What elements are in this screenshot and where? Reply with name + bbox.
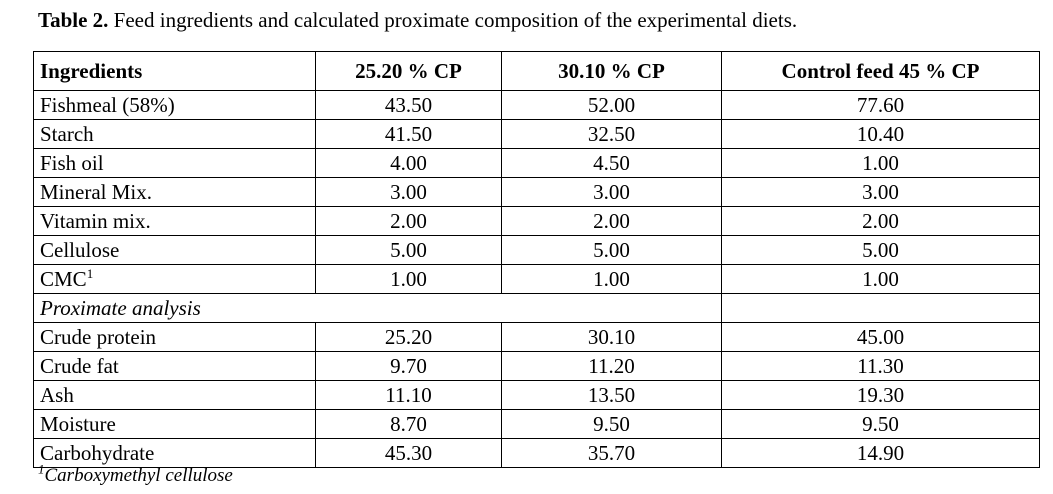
- table-row: CMC1 1.00 1.00 1.00: [33, 264, 1040, 294]
- section-spacer: [721, 293, 1040, 323]
- ingredient-name: Fish oil: [33, 148, 316, 178]
- table-cell: 14.90: [721, 438, 1040, 468]
- analysis-name: Crude fat: [33, 351, 316, 381]
- analysis-name: Carbohydrate: [33, 438, 316, 468]
- table-cell: 41.50: [315, 119, 502, 149]
- table-footnote: 1Carboxymethyl cellulose: [38, 461, 233, 488]
- table-cell: 3.00: [721, 177, 1040, 207]
- analysis-name: Ash: [33, 380, 316, 410]
- table-cell: 5.00: [501, 235, 722, 265]
- table-cell: 13.50: [501, 380, 722, 410]
- table-cell: 10.40: [721, 119, 1040, 149]
- table-row: Carbohydrate 45.30 35.70 14.90: [33, 438, 1040, 468]
- footnote-marker: 1: [86, 265, 94, 281]
- caption-text: Feed ingredients and calculated proximat…: [113, 8, 798, 32]
- table-cell: 1.00: [721, 264, 1040, 294]
- ingredient-name: Cellulose: [33, 235, 316, 265]
- caption-label: Table 2.: [38, 8, 109, 32]
- ingredient-name: Mineral Mix.: [33, 177, 316, 207]
- table-cell: 11.20: [501, 351, 722, 381]
- diet-composition-table: Ingredients 25.20 % CP 30.10 % CP Contro…: [33, 51, 1040, 468]
- table-cell: 35.70: [501, 438, 722, 468]
- section-label: Proximate analysis: [33, 293, 502, 323]
- table-cell: 5.00: [315, 235, 502, 265]
- section-spacer: [501, 293, 722, 323]
- table-cell: 2.00: [315, 206, 502, 236]
- table-cell: 30.10: [501, 322, 722, 352]
- table-cell: 3.00: [501, 177, 722, 207]
- table-caption: Table 2. Feed ingredients and calculated…: [38, 6, 797, 34]
- ingredient-name: CMC1: [33, 264, 316, 294]
- table-cell: 1.00: [315, 264, 502, 294]
- table-row: Fishmeal (58%) 43.50 52.00 77.60: [33, 90, 1040, 120]
- header-diet-25: 25.20 % CP: [315, 51, 502, 91]
- table-cell: 2.00: [721, 206, 1040, 236]
- table-cell: 5.00: [721, 235, 1040, 265]
- table-row: Fish oil 4.00 4.50 1.00: [33, 148, 1040, 178]
- analysis-name: Moisture: [33, 409, 316, 439]
- footnote-text: Carboxymethyl cellulose: [44, 465, 233, 486]
- table-cell: 8.70: [315, 409, 502, 439]
- table-row: Crude protein 25.20 30.10 45.00: [33, 322, 1040, 352]
- table-cell: 52.00: [501, 90, 722, 120]
- table-cell: 1.00: [721, 148, 1040, 178]
- table-row: Cellulose 5.00 5.00 5.00: [33, 235, 1040, 265]
- table-cell: 45.00: [721, 322, 1040, 352]
- ingredient-name: Fishmeal (58%): [33, 90, 316, 120]
- table-cell: 1.00: [501, 264, 722, 294]
- table-cell: 45.30: [315, 438, 502, 468]
- header-ingredients: Ingredients: [33, 51, 316, 91]
- table-cell: 4.00: [315, 148, 502, 178]
- header-diet-30: 30.10 % CP: [501, 51, 722, 91]
- table-row: Ash 11.10 13.50 19.30: [33, 380, 1040, 410]
- ingredient-name: Vitamin mix.: [33, 206, 316, 236]
- header-row: Ingredients 25.20 % CP 30.10 % CP Contro…: [33, 51, 1040, 91]
- table-cell: 32.50: [501, 119, 722, 149]
- table-cell: 11.10: [315, 380, 502, 410]
- section-row: Proximate analysis: [33, 293, 1040, 323]
- table-row: Starch 41.50 32.50 10.40: [33, 119, 1040, 149]
- table-cell: 19.30: [721, 380, 1040, 410]
- ingredient-label: CMC: [40, 266, 87, 291]
- table-cell: 3.00: [315, 177, 502, 207]
- table-cell: 9.50: [501, 409, 722, 439]
- table-cell: 4.50: [501, 148, 722, 178]
- ingredient-name: Starch: [33, 119, 316, 149]
- table-cell: 25.20: [315, 322, 502, 352]
- header-control: Control feed 45 % CP: [721, 51, 1040, 91]
- table-cell: 77.60: [721, 90, 1040, 120]
- footnote-number: 1: [38, 461, 45, 477]
- table-row: Mineral Mix. 3.00 3.00 3.00: [33, 177, 1040, 207]
- table-row: Vitamin mix. 2.00 2.00 2.00: [33, 206, 1040, 236]
- analysis-name: Crude protein: [33, 322, 316, 352]
- table-row: Crude fat 9.70 11.20 11.30: [33, 351, 1040, 381]
- table-cell: 43.50: [315, 90, 502, 120]
- table-row: Moisture 8.70 9.50 9.50: [33, 409, 1040, 439]
- table-cell: 11.30: [721, 351, 1040, 381]
- table-cell: 9.50: [721, 409, 1040, 439]
- table-cell: 2.00: [501, 206, 722, 236]
- table-cell: 9.70: [315, 351, 502, 381]
